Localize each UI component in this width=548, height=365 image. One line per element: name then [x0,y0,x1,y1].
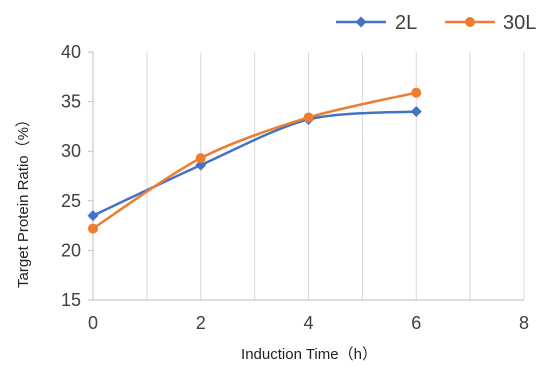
y-tick-label: 25 [61,191,81,211]
x-tick-label: 8 [519,313,529,333]
grid [146,52,525,300]
legend-item-30L: 30L [445,12,536,34]
series-30L [88,87,422,234]
legend-label: 2L [395,12,417,34]
series-line-30L [91,91,418,230]
legend-marker [465,17,475,27]
y-tick-label: 30 [61,141,81,161]
legend: 2L 30L [336,12,536,34]
y-tick-label: 40 [61,42,81,62]
series-2L [87,106,422,222]
y-tick-label: 15 [61,290,81,310]
data-point-2L-0 [87,210,99,222]
legend-marker [355,16,367,28]
axes [88,51,524,301]
x-tick-label: 6 [411,313,421,333]
x-axis-title: Induction Time（h） [241,346,377,363]
x-tick-label: 0 [88,313,98,333]
x-tick-label: 4 [303,313,313,333]
series-group [87,87,422,234]
y-tick-label: 35 [61,92,81,112]
data-point-2L-1 [195,159,207,171]
y-tick-labels: 15 20 25 30 35 40 [61,42,81,310]
data-point-30L-3 [411,87,422,98]
data-point-30L-0 [88,223,98,234]
series-line-2L [91,110,418,217]
data-point-30L-2 [303,112,314,123]
data-point-30L-1 [195,153,206,164]
legend-label: 30L [503,12,536,34]
y-tick-label: 20 [61,240,81,260]
legend-item-2L: 2L [336,12,417,34]
x-tick-label: 2 [196,313,206,333]
x-tick-labels: 0 2 4 6 8 [88,313,529,333]
y-axis-title: Target Protein Ratio（%） [15,112,32,288]
data-point-2L-3 [410,106,422,118]
